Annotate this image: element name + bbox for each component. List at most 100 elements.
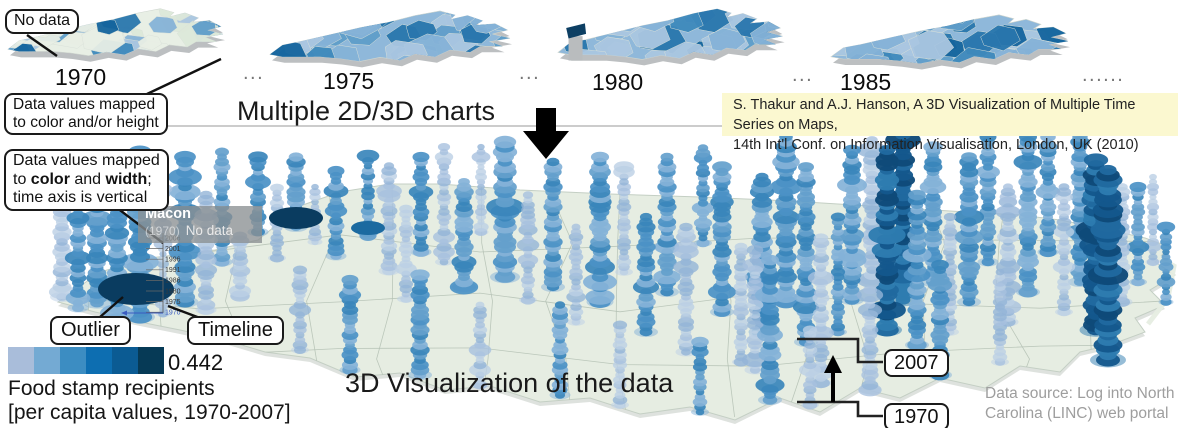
- time-series-glyph: [395, 204, 417, 303]
- tooltip-year: (1970): [145, 224, 180, 238]
- outlier-disk: [269, 207, 323, 229]
- callout-line: to color and/or height: [13, 113, 159, 131]
- year-connector-2007: [797, 337, 883, 364]
- time-series-glyph: [1087, 164, 1129, 368]
- callout-pointer: [26, 34, 58, 57]
- callout-pointer: [99, 296, 124, 318]
- time-series-glyph: [902, 189, 932, 351]
- legend-swatch: [86, 347, 112, 374]
- time-series-glyph: [991, 268, 1009, 366]
- outlier-callout: Outlier: [50, 316, 131, 346]
- time-series-glyph: [1156, 221, 1176, 306]
- timeline-year-label: 1986: [165, 278, 181, 285]
- bottom-section-label: 3D Visualization of the data: [345, 368, 674, 398]
- top-map-1985: [830, 14, 1071, 70]
- ellipsis: ...: [243, 62, 265, 84]
- year-connector-1970: [797, 400, 883, 418]
- legend-subtitle: [per capita values, 1970-2007]: [8, 401, 291, 424]
- up-arrow-head: [824, 355, 842, 373]
- tooltip-value: No data: [185, 223, 233, 238]
- time-series-glyph: [471, 143, 491, 236]
- time-series-glyph: [837, 144, 867, 305]
- time-series-glyph: [691, 144, 715, 248]
- timeline-year-label: 1980: [165, 288, 181, 295]
- map-year-label-1985: 1985: [840, 69, 892, 95]
- timeline-year-label: 1991: [165, 267, 181, 274]
- callout-pointer: [146, 57, 222, 96]
- color-width-callout: Data values mapped to color and width; t…: [4, 149, 169, 211]
- time-series-glyph: [449, 178, 479, 295]
- time-series-glyph: [673, 222, 699, 357]
- time-series-glyph: [583, 151, 617, 308]
- outlier-disk: [98, 273, 174, 305]
- time-series-glyph: [408, 151, 434, 257]
- time-series-glyph: [691, 336, 709, 416]
- legend-swatch: [8, 347, 34, 374]
- county-tooltip: Macon (1970) No data: [138, 206, 262, 243]
- timeline-callout: Timeline: [187, 316, 284, 346]
- time-series-glyph: [408, 269, 432, 380]
- legend-title: Food stamp recipients: [8, 377, 215, 400]
- callout-line: to color and width;: [13, 170, 152, 188]
- time-series-glyph: [707, 161, 737, 317]
- legend-swatch: [60, 347, 86, 374]
- time-series-glyph: [829, 212, 847, 337]
- time-series-glyph: [632, 212, 660, 337]
- legend-swatch: [138, 347, 164, 374]
- time-series-glyph: [376, 162, 402, 276]
- time-series-glyph: [1126, 181, 1150, 287]
- time-series-glyph: [1144, 173, 1162, 267]
- legend-swatch: [34, 347, 60, 374]
- time-series-glyph: [856, 285, 884, 397]
- time-series-glyph: [566, 223, 586, 326]
- callout-line: time axis is vertical: [13, 189, 148, 207]
- year-marker-1970: 1970: [884, 403, 949, 428]
- citation-line2: 14th Int'l Conf. on Information Visualis…: [733, 137, 1139, 153]
- ellipsis: ...: [519, 62, 541, 84]
- ellipsis: ...: [792, 64, 814, 86]
- map-year-label-1980: 1980: [592, 69, 644, 95]
- time-series-glyph: [323, 165, 349, 261]
- down-arrow-icon: [523, 108, 569, 159]
- legend-swatches: [8, 347, 164, 374]
- legend-max-value: 0.442: [168, 350, 224, 375]
- time-series-glyph: [541, 157, 565, 292]
- time-series-glyph: [516, 191, 540, 305]
- time-series-glyph: [953, 152, 985, 307]
- time-series-glyph: [919, 141, 947, 287]
- time-series-glyph: [338, 274, 362, 375]
- top-map-1975: [269, 10, 512, 68]
- timeline-year-label: 2001: [165, 246, 181, 253]
- time-series-glyph: [1052, 183, 1076, 317]
- timeline-year-label: 1975: [165, 299, 181, 306]
- time-series-glyph: [1035, 132, 1061, 258]
- timeline-year-label: 1996: [165, 257, 181, 264]
- map-year-label-1975: 1975: [323, 68, 375, 94]
- time-series-glyph: [433, 143, 455, 266]
- time-series-glyph: [611, 320, 629, 409]
- time-series-glyph: [653, 152, 681, 297]
- top-map-1980: [557, 8, 785, 66]
- time-series-glyph: [754, 254, 786, 405]
- color-height-callout: Data values mapped to color and/or heigh…: [4, 93, 168, 135]
- callout-line: Data values mapped: [13, 152, 160, 169]
- time-series-glyph: [64, 209, 92, 313]
- data-source-note: Data source: Log into North Carolina (LI…: [985, 385, 1175, 423]
- outlier-disk: [351, 221, 385, 235]
- time-series-glyph: [486, 135, 524, 284]
- timeline-year-label: 1970: [165, 310, 181, 317]
- time-series-glyph: [288, 265, 312, 354]
- callout-line: Data values mapped: [13, 96, 156, 113]
- time-series-glyph: [976, 131, 1000, 267]
- year-marker-2007: 2007: [884, 349, 949, 377]
- map-year-label-1970: 1970: [55, 64, 107, 90]
- time-series-glyph: [468, 301, 492, 390]
- ellipsis-end: ......: [1082, 64, 1125, 86]
- citation-line1: S. Thakur and A.J. Hanson, A 3D Visualiz…: [733, 97, 1136, 133]
- citation: S. Thakur and A.J. Hanson, A 3D Visualiz…: [722, 93, 1178, 153]
- color-legend: 0.442: [8, 347, 223, 374]
- legend-swatch: [112, 347, 138, 374]
- top-section-label: Multiple 2D/3D charts: [236, 96, 496, 126]
- time-series-glyph: [549, 301, 571, 400]
